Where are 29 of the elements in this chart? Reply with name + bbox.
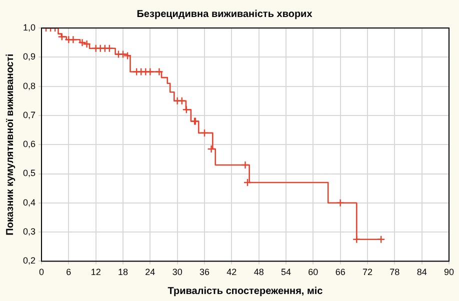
x-tick-label: 72 <box>362 267 373 278</box>
x-tick-label: 30 <box>172 267 182 278</box>
x-tick-label: 36 <box>200 267 210 278</box>
y-tick-label: 0,2 <box>22 256 36 266</box>
x-tick-label: 0 <box>39 267 44 278</box>
x-tick-label: 60 <box>308 267 318 278</box>
y-tick-label: 0,6 <box>22 139 36 150</box>
x-tick-label: 48 <box>254 267 264 278</box>
y-tick-label: 0,7 <box>22 110 36 120</box>
point <box>243 178 252 187</box>
chart-title: Безрецидивна виживаність хворих <box>136 8 313 20</box>
x-tick-label: 42 <box>226 267 237 278</box>
x-tick-label: 24 <box>145 267 156 278</box>
x-tick-label: 90 <box>444 267 454 278</box>
x-tick-label: 84 <box>416 267 427 278</box>
x-tick-label: 12 <box>90 267 101 278</box>
x-tick-label: 78 <box>390 267 400 278</box>
x-tick-label: 66 <box>335 267 346 278</box>
x-axis-title: Тривалість спостереження, міс <box>168 286 324 297</box>
x-tick-label: 6 <box>66 267 72 278</box>
y-tick-label: 0,4 <box>22 197 36 208</box>
y-tick-label: 0,3 <box>22 226 36 237</box>
x-tick-label: 18 <box>118 267 128 278</box>
y-axis-title: Показник кумулятивної виживаності <box>4 54 16 236</box>
y-tick-label: 0,9 <box>22 52 36 62</box>
x-tick-label: 54 <box>280 267 292 278</box>
y-tick-label: 0,5 <box>22 168 36 178</box>
y-tick-label: 1,0 <box>22 22 36 32</box>
y-tick-label: 0,8 <box>22 80 36 91</box>
